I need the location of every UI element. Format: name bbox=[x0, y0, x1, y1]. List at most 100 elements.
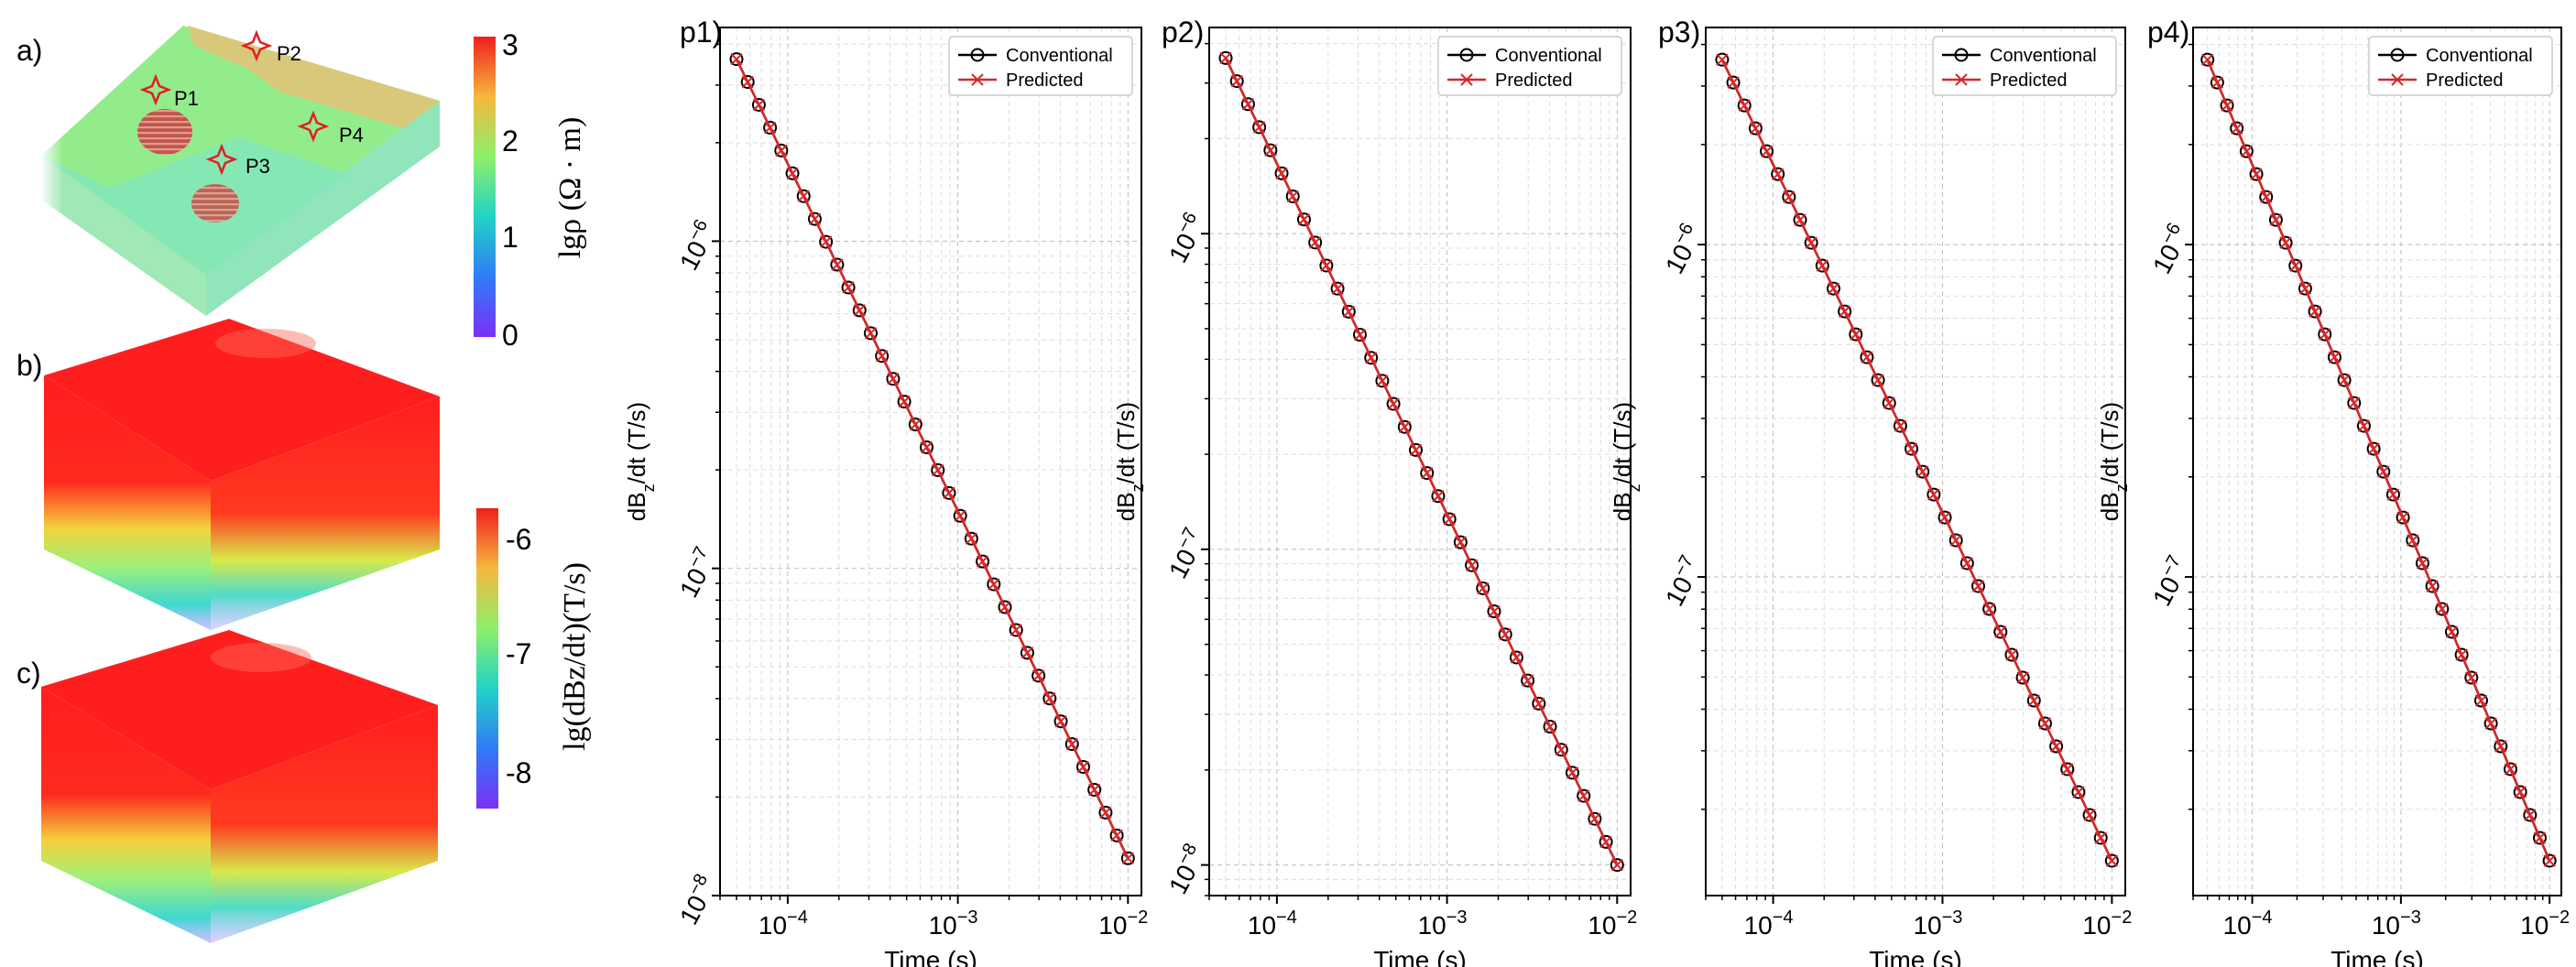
star-icon bbox=[240, 29, 273, 62]
data-point bbox=[751, 97, 766, 112]
data-point bbox=[863, 326, 878, 341]
legend: Conventional Predicted bbox=[2368, 36, 2553, 96]
data-point bbox=[1948, 533, 1963, 548]
data-point bbox=[1905, 441, 1919, 456]
data-point bbox=[796, 189, 811, 203]
legend-marker bbox=[1954, 48, 1969, 62]
response-block-top bbox=[41, 630, 438, 789]
data-point bbox=[1409, 443, 1423, 457]
data-point bbox=[1031, 668, 1046, 683]
svg-text:P4: P4 bbox=[339, 124, 364, 147]
y-axis-label: dBz/dt (T/s) bbox=[1112, 402, 1147, 521]
data-point bbox=[2473, 693, 2488, 708]
legend-label: Predicted bbox=[1006, 71, 1084, 91]
data-point bbox=[1794, 213, 1806, 226]
data-point bbox=[1043, 692, 1056, 705]
data-point bbox=[1264, 144, 1277, 157]
y-tick-label: 10−8 bbox=[671, 871, 722, 929]
data-point bbox=[1938, 511, 1951, 524]
data-point bbox=[1883, 397, 1895, 409]
data-point bbox=[2249, 167, 2264, 181]
data-point bbox=[2060, 762, 2075, 777]
svg-text:P3: P3 bbox=[246, 155, 270, 178]
x-tick-label: 10−2 bbox=[1588, 907, 1637, 940]
data-point bbox=[1893, 418, 1907, 433]
data-point bbox=[2201, 53, 2214, 66]
data-point bbox=[1263, 143, 1278, 158]
data-point bbox=[1230, 74, 1243, 88]
series-predicted bbox=[1716, 53, 2119, 867]
data-point bbox=[1566, 766, 1579, 779]
data-point bbox=[2298, 281, 2312, 296]
data-point bbox=[2026, 693, 2041, 708]
star-icon bbox=[205, 143, 238, 176]
model-block-right-face bbox=[206, 101, 440, 316]
data-point bbox=[2027, 694, 2040, 707]
data-point bbox=[1275, 167, 1288, 179]
data-point bbox=[1064, 737, 1079, 752]
data-point bbox=[1916, 464, 1930, 479]
data-point bbox=[1882, 396, 1896, 410]
model-sediment-layer bbox=[188, 26, 440, 128]
data-point bbox=[1544, 720, 1556, 733]
chart-4: 10−4 10−3 10−2 10−7 10−6 Time (s) dBz/dt (T/s)… bbox=[2096, 16, 2570, 967]
data-point bbox=[1727, 76, 1740, 89]
data-point bbox=[1110, 829, 1123, 842]
data-point bbox=[2377, 465, 2390, 478]
data-point bbox=[1075, 760, 1090, 775]
data-point bbox=[1588, 812, 1601, 825]
data-point bbox=[1599, 834, 1613, 849]
data-point bbox=[807, 212, 822, 226]
data-point bbox=[1588, 811, 1602, 826]
x-tick-label: 10−4 bbox=[1744, 907, 1794, 940]
data-point bbox=[2038, 717, 2052, 730]
data-point bbox=[1805, 236, 1817, 249]
y-tick-label: 10−6 bbox=[1160, 209, 1211, 267]
data-point bbox=[2220, 98, 2234, 113]
x-tick-label: 10−4 bbox=[2223, 907, 2273, 940]
data-point bbox=[1599, 835, 1612, 849]
data-point bbox=[2347, 396, 2362, 410]
colorbar-rho-tick: 0 bbox=[502, 319, 518, 352]
data-point bbox=[2210, 76, 2224, 89]
x-tick-label: 10−2 bbox=[1098, 907, 1148, 940]
data-point bbox=[1861, 351, 1873, 364]
data-point bbox=[841, 280, 856, 295]
data-point bbox=[1715, 52, 1730, 67]
data-point bbox=[2357, 419, 2371, 432]
x-tick-label: 10−3 bbox=[1418, 907, 1468, 940]
data-point bbox=[763, 120, 778, 135]
legend-label: Conventional bbox=[1006, 46, 1113, 66]
y-tick-label: 10−7 bbox=[1656, 552, 1708, 611]
data-point bbox=[2483, 716, 2498, 731]
data-point bbox=[864, 327, 878, 340]
data-point bbox=[2406, 533, 2420, 548]
data-point bbox=[853, 304, 866, 317]
data-point bbox=[1010, 624, 1022, 636]
data-point bbox=[1320, 259, 1333, 272]
data-point bbox=[1042, 691, 1057, 706]
y-tick-label: 10−6 bbox=[2144, 220, 2195, 278]
data-point bbox=[2396, 510, 2410, 525]
data-point bbox=[976, 555, 989, 568]
anomaly-body-1 bbox=[137, 109, 192, 155]
response-hotspot bbox=[211, 643, 311, 672]
measure-point-p3: P3 bbox=[205, 143, 270, 178]
colorbar-dbdt-bar bbox=[476, 508, 498, 809]
data-point bbox=[1219, 51, 1232, 65]
colorbar-dbdt-tick: -6 bbox=[506, 523, 531, 556]
data-point bbox=[1716, 53, 1729, 66]
grid bbox=[1208, 27, 1631, 896]
data-point bbox=[1554, 743, 1568, 757]
data-point bbox=[1488, 604, 1501, 618]
data-point bbox=[2523, 808, 2538, 822]
data-point bbox=[2367, 442, 2380, 455]
data-point bbox=[785, 166, 800, 180]
x-tick-label: 10−2 bbox=[2520, 907, 2570, 940]
data-point bbox=[1432, 490, 1445, 503]
data-point bbox=[1749, 122, 1763, 135]
data-point bbox=[1009, 623, 1023, 637]
data-point bbox=[1054, 714, 1067, 728]
data-point bbox=[729, 52, 744, 67]
